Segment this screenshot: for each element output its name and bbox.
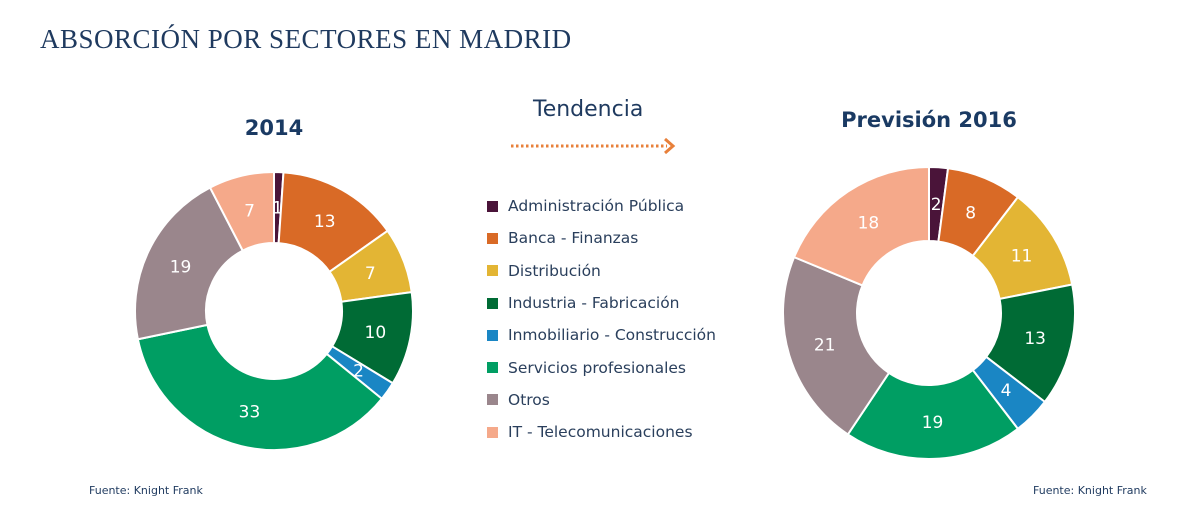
slice-label: 8	[965, 203, 976, 223]
slice-label: 2	[353, 362, 364, 382]
donut-slice	[134, 186, 245, 341]
slice-label: 2	[931, 195, 942, 215]
slice-label: 1	[272, 199, 283, 219]
legend-swatch	[487, 394, 498, 406]
legend-label: Banca - Finanzas	[508, 229, 639, 248]
source-left: Fuente: Knight Frank	[89, 484, 203, 497]
legend-label: Distribución	[508, 261, 601, 280]
donut-slice	[208, 170, 275, 252]
legend-swatch	[487, 362, 498, 374]
legend-label: Inmobiliario - Construcción	[508, 326, 716, 345]
donut-slice	[792, 165, 930, 287]
legend-swatch	[487, 426, 498, 438]
legend-item: Servicios profesionales	[487, 351, 716, 383]
slice-label: 33	[239, 403, 261, 423]
source-right: Fuente: Knight Frank	[1033, 484, 1147, 497]
trend-label: Tendencia	[533, 97, 644, 122]
legend-label: Administración Pública	[508, 197, 685, 216]
slice-label: 10	[365, 323, 387, 343]
legend-label: IT - Telecomunicaciones	[508, 423, 693, 442]
legend-item: Otros	[487, 384, 716, 416]
page-title: ABSORCIÓN POR SECTORES EN MADRID	[40, 24, 572, 54]
legend-swatch	[487, 265, 498, 277]
legend-swatch	[487, 329, 498, 341]
legend-item: Inmobiliario - Construcción	[487, 319, 716, 351]
donut-slice	[782, 255, 891, 436]
legend-item: Administración Pública	[487, 190, 716, 222]
slice-label: 19	[170, 258, 192, 278]
legend-item: Industria - Fabricación	[487, 287, 716, 319]
slice-label: 4	[1001, 381, 1012, 401]
donut-chart-2014: 1 13 7 102 33 19 7	[134, 170, 414, 451]
donut-slice	[846, 368, 1020, 460]
slice-label: 7	[244, 201, 255, 221]
trend-arrow-icon	[511, 137, 676, 155]
legend-swatch	[487, 200, 498, 212]
legend-label: Otros	[508, 390, 550, 409]
legend-swatch	[487, 232, 498, 244]
donut-slice	[136, 323, 384, 451]
legend-swatch	[487, 297, 498, 309]
slice-label: 21	[814, 336, 836, 356]
legend-label: Servicios profesionales	[508, 358, 686, 377]
slice-label: 18	[858, 213, 880, 233]
chart-title-2016: Previsión 2016	[841, 108, 1017, 132]
slice-label: 11	[1011, 246, 1033, 266]
slice-label: 13	[1024, 329, 1046, 349]
legend-label: Industria - Fabricación	[508, 294, 680, 313]
chart-title-2014: 2014	[244, 116, 304, 140]
donut-chart-2016: 2 8 11 13 4 19 21 18	[782, 165, 1076, 460]
legend-item: IT - Telecomunicaciones	[487, 416, 716, 448]
slice-label: 7	[365, 264, 376, 284]
slice-label: 13	[314, 212, 336, 232]
legend-item: Distribución	[487, 255, 716, 287]
legend: Administración Pública Banca - Finanzas Di…	[487, 190, 716, 448]
slice-label: 19	[922, 413, 944, 433]
legend-item: Banca - Finanzas	[487, 222, 716, 254]
